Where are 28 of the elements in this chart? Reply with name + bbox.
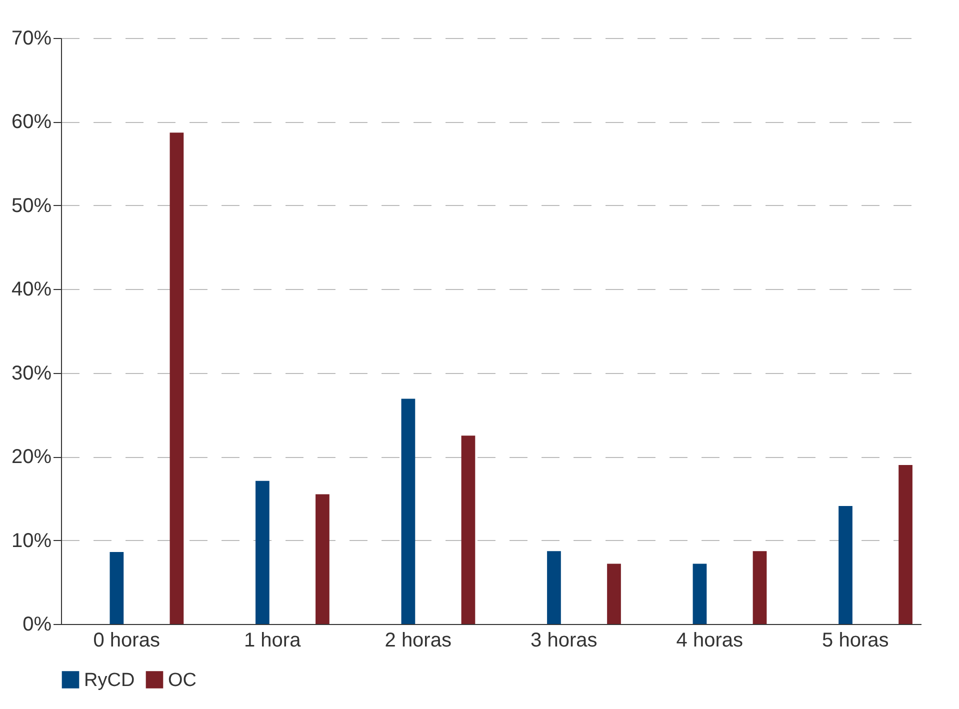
- x-tick-label: 1 hora: [244, 630, 302, 652]
- bar: [401, 398, 416, 624]
- x-tick-label: 2 horas: [384, 630, 452, 652]
- y-tick-label: 20%: [11, 446, 52, 468]
- bar: [692, 564, 707, 624]
- x-tick-label: 5 horas: [822, 630, 889, 652]
- bar: [461, 436, 476, 624]
- bar: [838, 506, 852, 624]
- bar: [316, 494, 330, 624]
- bar: [256, 480, 270, 624]
- legend-label: OC: [168, 670, 196, 691]
- y-tick-label: 50%: [11, 194, 52, 217]
- legend-label: RyCD: [84, 670, 135, 691]
- bar: [110, 552, 124, 624]
- x-tick-label: 3 horas: [530, 630, 598, 652]
- bar: [898, 464, 912, 624]
- bar: [547, 551, 561, 624]
- y-tick-label: 40%: [11, 278, 52, 301]
- y-tick-label: 30%: [11, 362, 52, 384]
- bar: [170, 132, 184, 624]
- y-tick-label: 70%: [11, 28, 52, 50]
- y-tick-label: 10%: [11, 530, 52, 552]
- bar: [607, 564, 621, 624]
- y-tick-label: 0%: [22, 614, 52, 636]
- y-tick-label: 60%: [11, 111, 52, 134]
- x-tick-label: 0 horas: [93, 630, 160, 652]
- bar: [752, 551, 767, 624]
- x-tick-label: 4 horas: [676, 630, 744, 652]
